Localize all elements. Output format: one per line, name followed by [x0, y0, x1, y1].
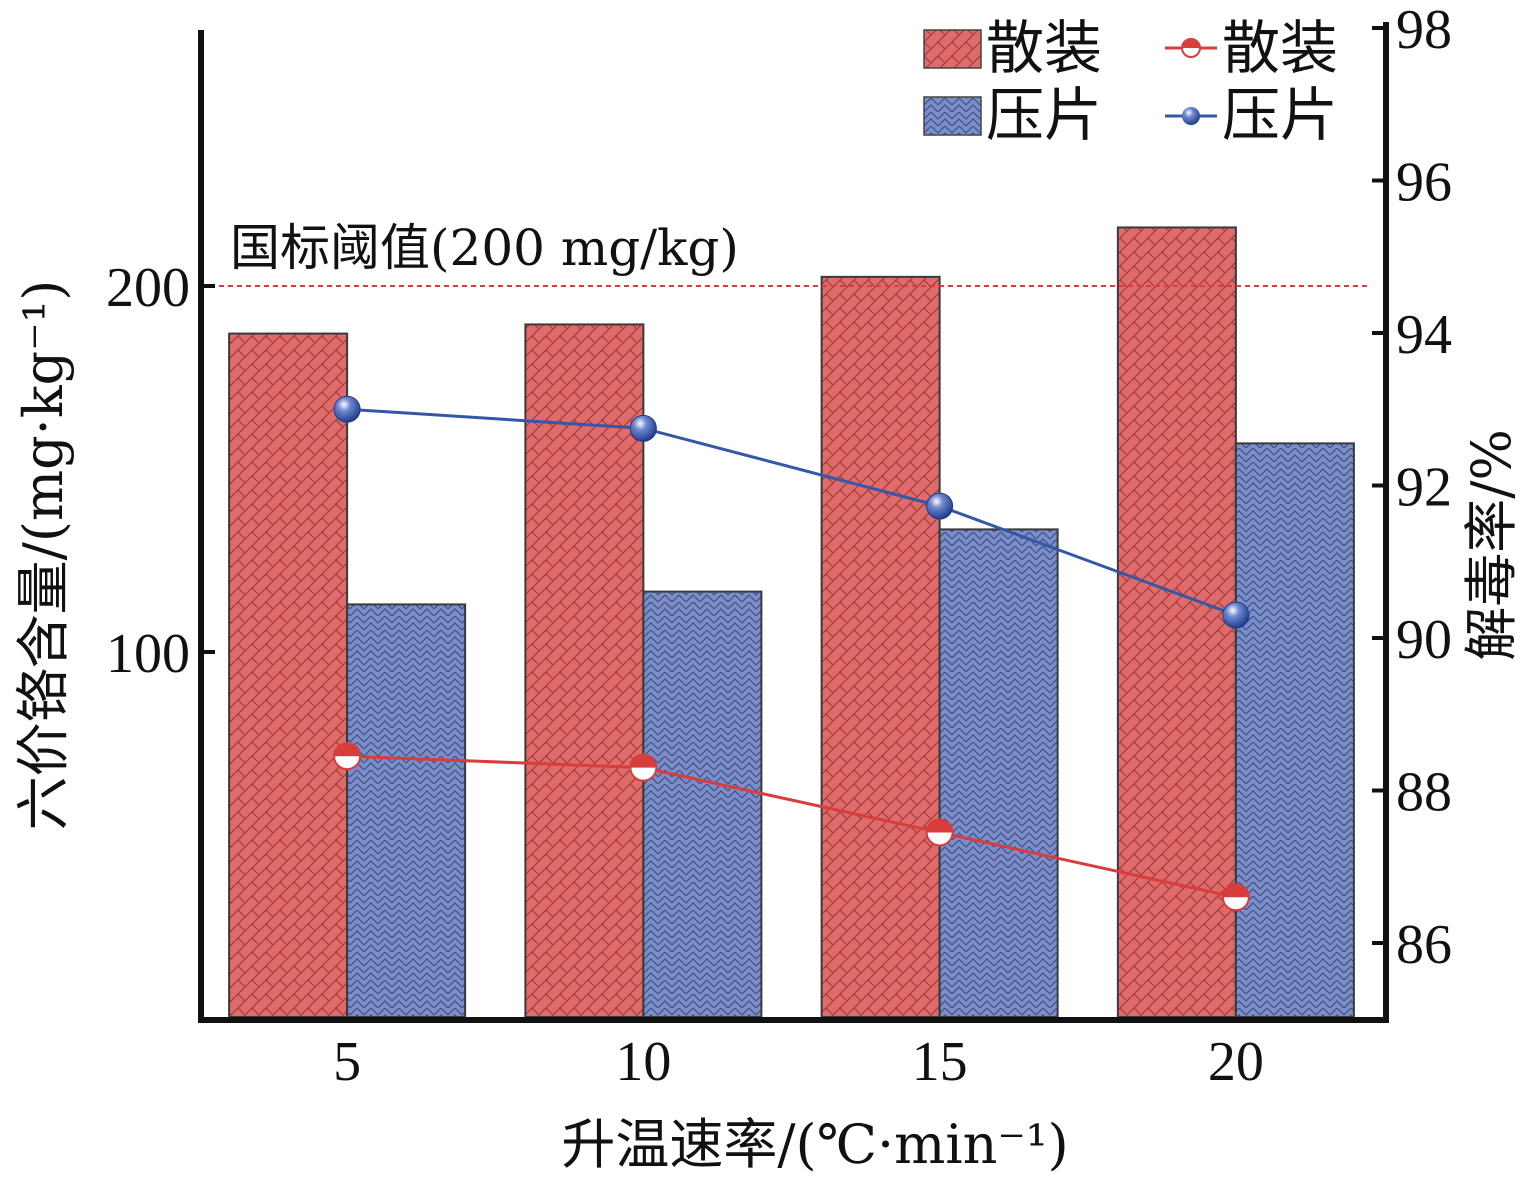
- legend-marker-bulk-fill: [1182, 39, 1200, 48]
- right-tick-label-90: 90: [1396, 609, 1452, 671]
- bar-pellet-20: [1234, 442, 1355, 1018]
- right-ticks: 86 88 90 92 94 96 98: [1372, 0, 1452, 976]
- x-tick-label-10: 10: [615, 1031, 671, 1093]
- right-axis-title: 解毒率/%: [1460, 429, 1523, 661]
- bar-pellet-10: [642, 590, 763, 1018]
- line-pellet: [347, 407, 1237, 617]
- legend-swatch-bar-bulk: [923, 29, 982, 69]
- point-pellet-15: [926, 492, 954, 520]
- right-tick-label-86: 86: [1396, 914, 1452, 976]
- point-bulk-10: [629, 753, 658, 782]
- x-axis-title: 升温速率/(℃·min⁻¹): [561, 1113, 1068, 1176]
- lines-layer: [333, 395, 1250, 912]
- right-tick-label-92: 92: [1396, 457, 1452, 519]
- point-bulk-5: [333, 742, 362, 771]
- legend-marker-pellet: [1182, 107, 1200, 125]
- line-bulk: [347, 754, 1237, 899]
- legend-swatch-bar-pellet: [923, 96, 982, 136]
- left-axis-title: 六价铬含量/(mg·kg⁻¹): [12, 280, 75, 831]
- x-tick-label-20: 20: [1208, 1031, 1264, 1093]
- point-bulk-20: [1221, 883, 1250, 912]
- bar-bulk-5: [228, 332, 349, 1018]
- legend-label-bar-pellet: 压片: [986, 81, 1102, 149]
- legend-label-line-bulk: 散装: [1222, 14, 1338, 82]
- point-bulk-15: [925, 818, 954, 847]
- point-pellet-10: [629, 414, 657, 442]
- right-tick-label-96: 96: [1396, 152, 1452, 214]
- x-tick-label-15: 15: [912, 1031, 968, 1093]
- left-ticks: 100 200: [106, 257, 215, 685]
- bar-bulk-20: [1116, 226, 1237, 1018]
- right-tick-label-88: 88: [1396, 762, 1452, 824]
- bars-layer: [228, 226, 1355, 1019]
- point-pellet-5: [333, 395, 361, 423]
- bar-pellet-5: [346, 603, 467, 1018]
- left-tick-label-200: 200: [106, 257, 190, 319]
- legend-label-line-pellet: 压片: [1222, 81, 1338, 149]
- legend: 散装 压片 散装 压片: [923, 14, 1338, 149]
- threshold-label: 国标阈值(200 mg/kg): [230, 219, 739, 277]
- point-pellet-20: [1222, 601, 1250, 629]
- left-tick-label-100: 100: [106, 623, 190, 685]
- right-tick-label-98: 98: [1396, 0, 1452, 61]
- right-tick-label-94: 94: [1396, 304, 1452, 366]
- bar-bulk-15: [820, 275, 941, 1019]
- x-ticks: 5 10 15 20: [333, 1031, 1264, 1093]
- x-tick-label-5: 5: [333, 1031, 361, 1093]
- bar-bulk-10: [524, 323, 645, 1018]
- legend-label-bar-bulk: 散装: [986, 14, 1102, 82]
- bar-pellet-15: [938, 528, 1059, 1018]
